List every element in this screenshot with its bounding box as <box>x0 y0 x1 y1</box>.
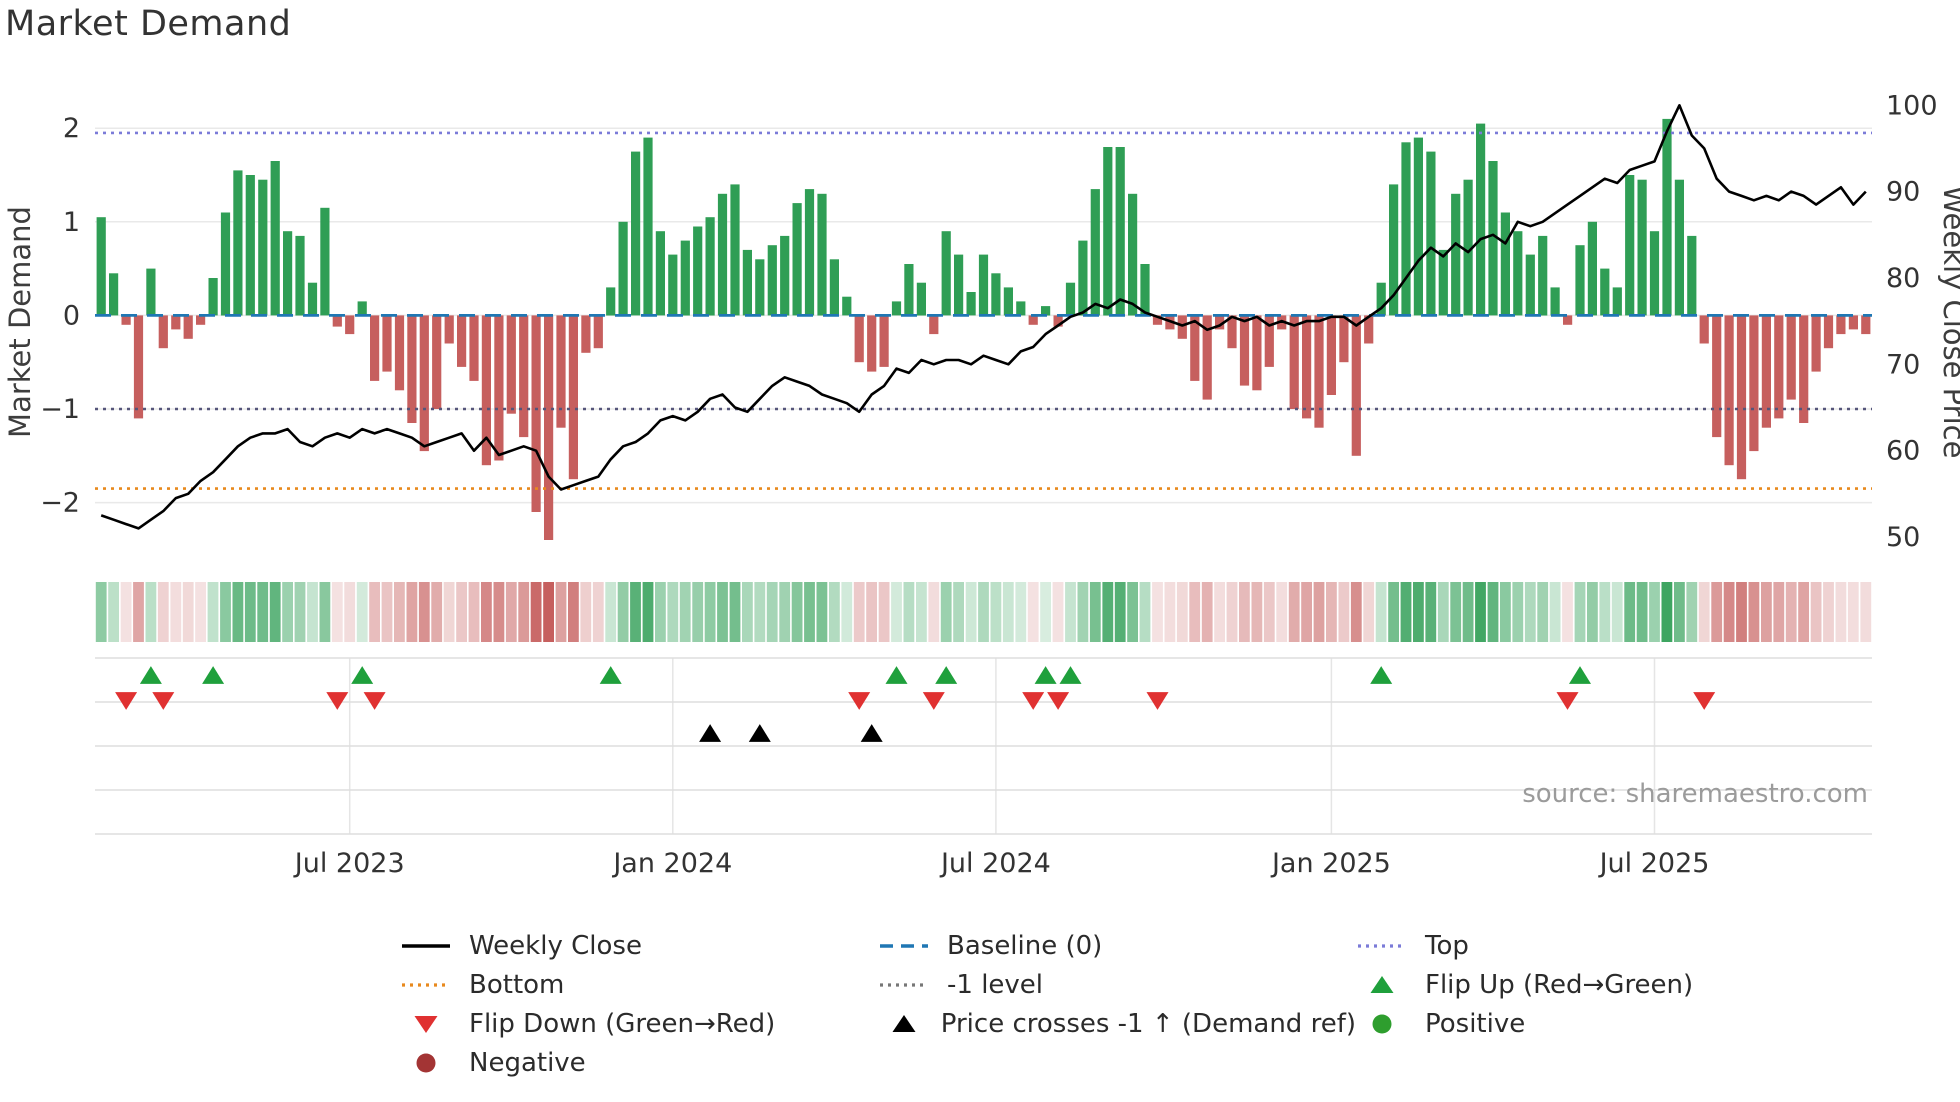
top-legend-marker <box>1358 943 1406 948</box>
legend-item-price-crosses-1-demand-ref: Price crosses -1 ↑ (Demand ref) <box>878 1008 1356 1039</box>
legend-label: Bottom <box>469 969 565 1000</box>
market-demand-chart: 2 1 0 −1 −2 100 90 80 70 60 50 Market Demand Weekly … <box>3 90 1960 879</box>
left-axis-ticks: 2 1 0 −1 −2 <box>40 113 80 518</box>
marker-panel-grid <box>95 657 1872 835</box>
svg-text:90: 90 <box>1886 177 1920 208</box>
right-axis-label: Weekly Close Price <box>1937 186 1960 459</box>
svg-text:0: 0 <box>63 300 80 331</box>
legend-label: Flip Down (Green→Red) <box>469 1008 776 1039</box>
right-axis-ticks: 100 90 80 70 60 50 <box>1886 90 1938 553</box>
legend-label: Positive <box>1425 1008 1526 1039</box>
positive-legend-marker <box>1372 1014 1392 1033</box>
svg-text:Jul 2023: Jul 2023 <box>293 848 405 879</box>
legend-label: Baseline (0) <box>947 930 1103 961</box>
legend-item-flip-down-green-red: Flip Down (Green→Red) <box>400 1008 878 1039</box>
svg-text:−1: −1 <box>40 394 80 425</box>
legend-label: Negative <box>469 1047 586 1078</box>
svg-text:70: 70 <box>1886 349 1920 380</box>
1-level-legend-marker <box>880 982 928 987</box>
flip-up-markers <box>139 666 1591 684</box>
x-axis-tick-labels: Jul 2023 Jan 2024 Jul 2024 Jan 2025 Jul 2025 <box>293 848 1710 879</box>
legend-item-weekly-close: Weekly Close <box>400 930 878 961</box>
flip-down-markers <box>115 692 1716 710</box>
price-crosses-1-demand-ref-legend-marker <box>892 1014 916 1032</box>
legend-item-1-level: -1 level <box>878 969 1356 1000</box>
reference-lines <box>95 131 1872 490</box>
demand-heatmap-strip <box>95 582 1872 642</box>
legend-label: Top <box>1425 930 1469 961</box>
flip-up-red-green-legend-marker <box>1370 975 1394 993</box>
baseline-0-legend-marker <box>880 943 928 948</box>
svg-text:Jul 2024: Jul 2024 <box>939 848 1051 879</box>
legend-item-baseline-0: Baseline (0) <box>878 930 1356 961</box>
legend-label: -1 level <box>947 969 1044 1000</box>
weekly-close-legend-marker <box>402 943 450 948</box>
svg-text:1: 1 <box>63 207 80 238</box>
price-cross-markers <box>699 724 883 742</box>
legend-item-bottom: Bottom <box>400 969 878 1000</box>
page-title: Market Demand <box>5 4 292 44</box>
svg-text:−2: −2 <box>40 488 80 519</box>
legend-label: Flip Up (Red→Green) <box>1425 969 1694 1000</box>
source-note: source: sharemaestro.com <box>1522 779 1868 809</box>
legend-item-negative: Negative <box>400 1047 878 1078</box>
legend-item-top: Top <box>1356 930 1826 961</box>
svg-text:Jan 2025: Jan 2025 <box>1270 848 1391 879</box>
svg-text:Jul 2025: Jul 2025 <box>1598 848 1710 879</box>
legend-label: Weekly Close <box>469 930 642 961</box>
svg-text:Jan 2024: Jan 2024 <box>611 848 732 879</box>
svg-text:80: 80 <box>1886 263 1920 294</box>
weekly-close-line <box>100 104 1867 530</box>
chart-legend: Weekly Close Baseline (0) Top Bottom -1 leve… <box>400 930 1826 1078</box>
svg-text:50: 50 <box>1886 522 1920 553</box>
demand-bars <box>96 118 1871 540</box>
svg-text:2: 2 <box>63 113 80 144</box>
legend-item-positive: Positive <box>1356 1008 1826 1039</box>
flip-down-green-red-legend-marker <box>414 1015 438 1033</box>
bottom-legend-marker <box>402 982 450 987</box>
negative-legend-marker <box>416 1053 436 1072</box>
legend-item-flip-up-red-green: Flip Up (Red→Green) <box>1356 969 1826 1000</box>
left-axis-label: Market Demand <box>3 206 37 438</box>
svg-text:100: 100 <box>1886 90 1938 121</box>
legend-label: Price crosses -1 ↑ (Demand ref) <box>940 1008 1356 1039</box>
svg-text:60: 60 <box>1886 436 1920 467</box>
